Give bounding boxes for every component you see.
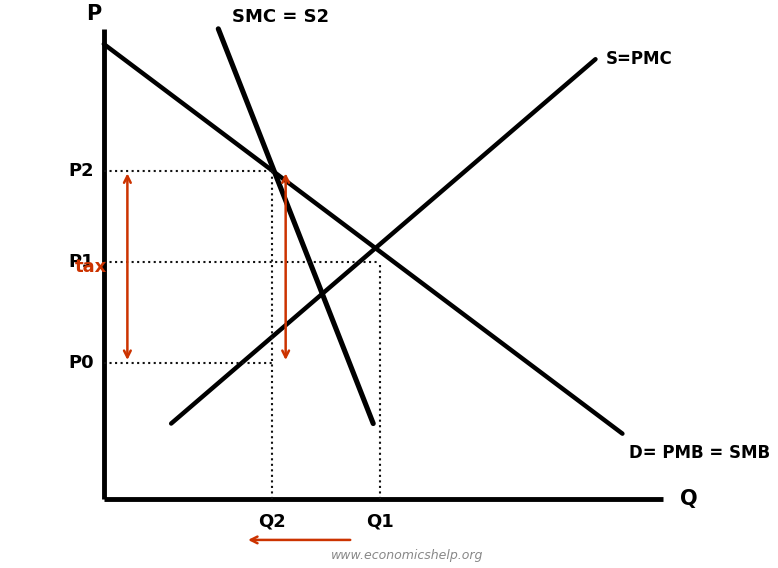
Text: P1: P1 bbox=[68, 253, 93, 270]
Text: tax: tax bbox=[75, 258, 107, 275]
Text: www.economicshelp.org: www.economicshelp.org bbox=[331, 549, 483, 562]
Text: Q2: Q2 bbox=[258, 512, 286, 530]
Text: Q1: Q1 bbox=[366, 512, 394, 530]
Text: P2: P2 bbox=[68, 161, 93, 179]
Text: P0: P0 bbox=[68, 354, 93, 372]
Text: Q: Q bbox=[680, 490, 697, 509]
Text: SMC = S2: SMC = S2 bbox=[232, 9, 329, 26]
Text: P: P bbox=[86, 4, 101, 24]
Text: S=PMC: S=PMC bbox=[605, 50, 672, 68]
Text: D= PMB = SMB: D= PMB = SMB bbox=[629, 444, 770, 462]
